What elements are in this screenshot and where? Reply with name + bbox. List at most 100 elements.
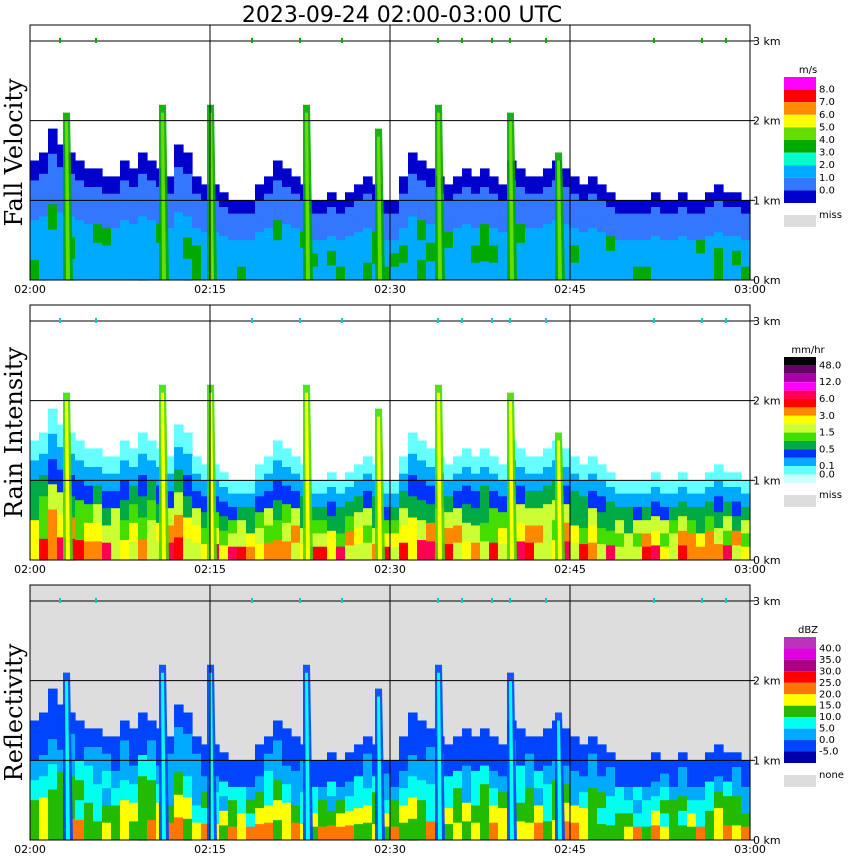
echo-cell bbox=[408, 818, 418, 841]
echo-cell bbox=[462, 467, 472, 487]
echo-cell bbox=[453, 525, 463, 544]
echo-cell bbox=[651, 221, 661, 237]
echo-cell bbox=[426, 728, 436, 748]
echo-cell bbox=[660, 213, 670, 228]
echo-cell bbox=[255, 248, 265, 265]
echo-cell bbox=[633, 200, 643, 215]
echo-cell bbox=[363, 525, 373, 544]
echo-cell bbox=[471, 822, 481, 841]
echo-cell bbox=[138, 496, 148, 519]
panel-0: 0 km 1 km 2 km 3 km 02:00 02:15 02:30 02:45 03:0… bbox=[0, 24, 842, 296]
echo-cell bbox=[138, 216, 148, 239]
grid bbox=[30, 585, 750, 840]
echo-cell bbox=[354, 480, 364, 497]
echo-cell bbox=[408, 195, 418, 217]
echo-cell bbox=[291, 822, 301, 841]
echo-cell bbox=[651, 781, 661, 797]
echo-cell bbox=[30, 220, 40, 241]
echo-cell bbox=[237, 226, 247, 241]
echo-cell bbox=[669, 800, 679, 814]
marker bbox=[653, 597, 655, 603]
echo-cell bbox=[318, 213, 328, 228]
colorbar-swatch bbox=[784, 717, 816, 729]
echo-cell bbox=[561, 728, 571, 748]
echo-cell bbox=[93, 784, 103, 804]
echo-cell bbox=[741, 800, 751, 814]
echo-cell bbox=[570, 176, 580, 195]
echo-cell bbox=[444, 200, 454, 217]
echo-cell bbox=[246, 226, 256, 241]
echo-cell bbox=[309, 760, 319, 775]
echo-cell bbox=[732, 221, 742, 237]
marker bbox=[437, 37, 439, 43]
echo-cell bbox=[480, 541, 490, 561]
colorbar-swatch bbox=[784, 449, 816, 458]
echo-cell bbox=[309, 506, 319, 521]
echo-cell bbox=[687, 266, 697, 281]
echo-cell bbox=[714, 544, 724, 561]
echo-cell bbox=[426, 187, 436, 207]
echo-cell bbox=[669, 200, 679, 215]
echo-cell bbox=[120, 460, 130, 481]
echo-cell bbox=[201, 824, 211, 841]
echo-cell bbox=[660, 266, 670, 281]
echo-cell bbox=[741, 266, 751, 281]
echo-cell bbox=[75, 200, 85, 221]
marker bbox=[545, 317, 547, 323]
echo-cell bbox=[687, 506, 697, 521]
echo-cell bbox=[264, 456, 274, 475]
echo-cell bbox=[534, 753, 544, 772]
marker bbox=[725, 597, 727, 603]
marker bbox=[59, 317, 61, 323]
marker bbox=[701, 317, 703, 323]
echo-cell bbox=[444, 792, 454, 809]
echo-cell bbox=[660, 200, 670, 215]
echo-cell bbox=[525, 228, 535, 246]
echo-cell bbox=[138, 733, 148, 756]
echo-cell bbox=[246, 266, 256, 281]
echo-cell bbox=[336, 506, 346, 521]
marker bbox=[701, 597, 703, 603]
colorbar-level: 5.0 bbox=[819, 122, 835, 133]
echo-cell bbox=[282, 485, 292, 505]
echo-cell bbox=[606, 221, 616, 237]
echo-cell bbox=[498, 792, 508, 809]
echo-cell bbox=[75, 440, 85, 461]
echo-cell bbox=[120, 180, 130, 201]
echo-cell bbox=[489, 262, 499, 281]
echo-cell bbox=[264, 805, 274, 824]
echo-cell bbox=[489, 508, 499, 526]
echo-cell bbox=[165, 176, 175, 195]
echo-cell bbox=[345, 236, 355, 252]
echo-cell bbox=[183, 517, 193, 540]
echo-cell bbox=[120, 800, 130, 821]
echo-cell bbox=[570, 245, 580, 264]
echo-cell bbox=[426, 168, 436, 188]
echo-cell bbox=[579, 544, 589, 561]
echo-cell bbox=[192, 525, 202, 544]
echo-cell bbox=[309, 493, 319, 508]
echo-cell bbox=[318, 520, 328, 534]
echo-cell bbox=[480, 504, 490, 524]
echo-cell bbox=[255, 824, 265, 841]
echo-cell bbox=[489, 245, 499, 264]
echo-cell bbox=[174, 257, 184, 281]
echo-cell bbox=[174, 727, 184, 751]
echo-cell bbox=[570, 805, 580, 824]
echo-cell bbox=[219, 221, 229, 237]
echo-cell bbox=[651, 265, 661, 281]
echo-cell bbox=[408, 152, 418, 175]
echo-cell bbox=[111, 822, 121, 841]
echo-cell bbox=[597, 216, 607, 233]
echo-cell bbox=[570, 228, 580, 246]
echo-cell bbox=[147, 780, 157, 801]
echo-cell bbox=[39, 152, 49, 175]
colorbar-swatch bbox=[784, 728, 816, 741]
echo-cell bbox=[75, 220, 85, 241]
echo-cell bbox=[30, 480, 40, 501]
echo-cell bbox=[255, 512, 265, 529]
echo-cell bbox=[615, 266, 625, 281]
echo-cell bbox=[471, 508, 481, 526]
marker bbox=[437, 597, 439, 603]
echo-cell bbox=[669, 520, 679, 534]
